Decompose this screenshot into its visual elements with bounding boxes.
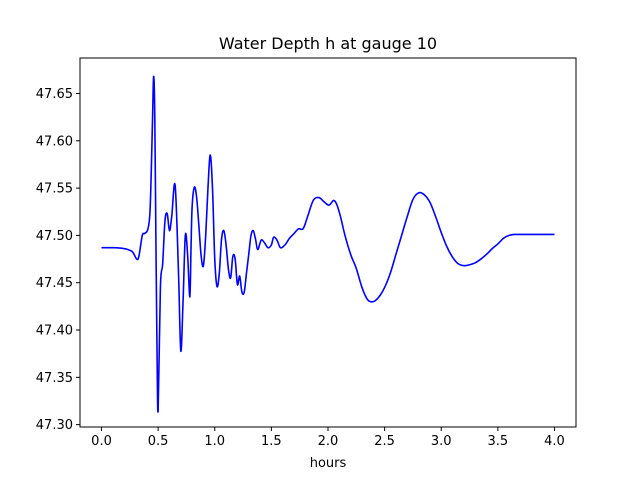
x-tick-label: 2.5 xyxy=(374,434,395,449)
x-tick-label: 1.5 xyxy=(261,434,282,449)
x-axis-label: hours xyxy=(310,456,347,471)
y-tick-label: 47.30 xyxy=(36,418,73,433)
plot-area xyxy=(101,75,555,413)
y-tick-label: 47.60 xyxy=(36,134,73,149)
x-tick-label: 3.5 xyxy=(488,434,509,449)
x-tick-label: 2.0 xyxy=(318,434,339,449)
y-tick-label: 47.40 xyxy=(36,324,73,339)
chart-title: Water Depth h at gauge 10 xyxy=(219,34,437,53)
y-tick-label: 47.35 xyxy=(36,371,73,386)
x-tick-label: 1.0 xyxy=(204,434,225,449)
x-tick-label: 0.5 xyxy=(148,434,169,449)
y-tick-label: 47.45 xyxy=(36,276,73,291)
x-tick-label: 4.0 xyxy=(544,434,565,449)
x-tick-label: 3.0 xyxy=(431,434,452,449)
y-tick-label: 47.65 xyxy=(36,87,73,102)
plot-frame xyxy=(79,57,577,428)
series-line xyxy=(101,75,555,413)
y-tick-label: 47.55 xyxy=(36,182,73,197)
x-tick-label: 0.0 xyxy=(91,434,112,449)
axes: 0.0 0.5 1.0 1.5 2.0 2.5 3.0 3.5 4.0 47.30 47.35 47.… xyxy=(36,87,565,449)
y-tick-label: 47.50 xyxy=(36,229,73,244)
